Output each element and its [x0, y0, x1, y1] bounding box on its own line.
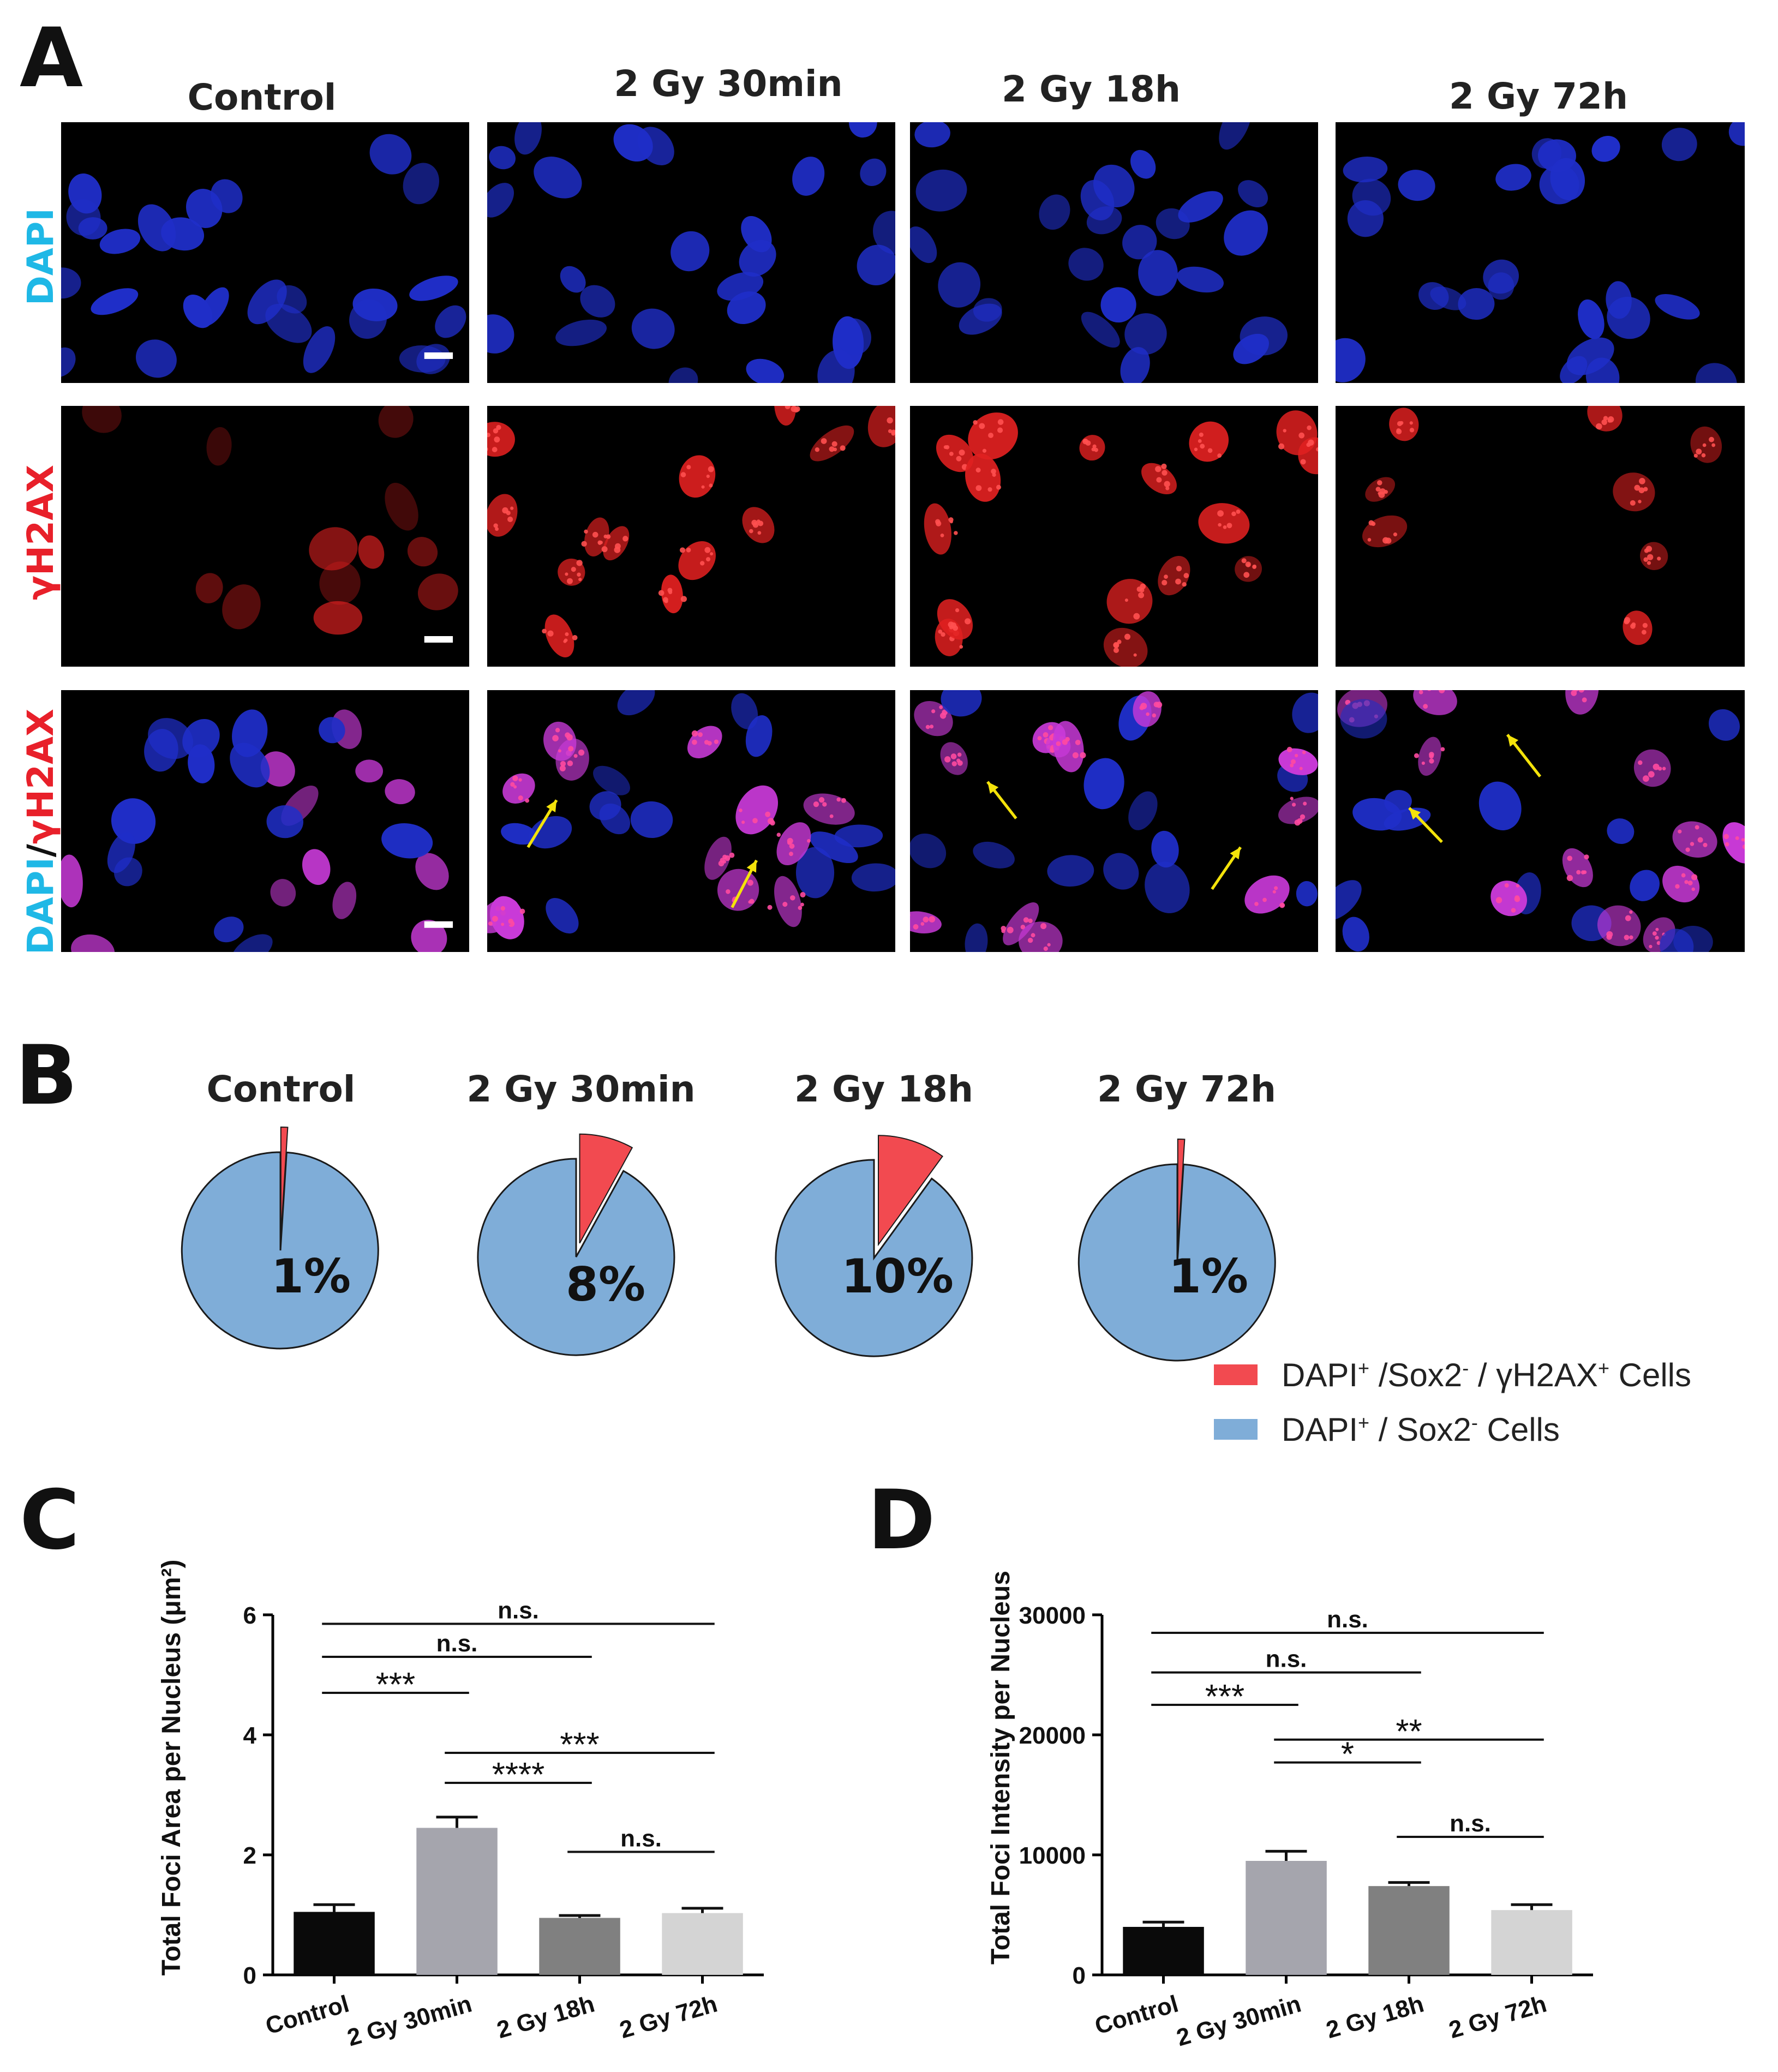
significance-label: n.s. [620, 1825, 662, 1852]
y-tick-label: 2 [243, 1842, 256, 1869]
x-tick-label: 2 Gy 30min [344, 1991, 475, 2052]
legend-item-positive: DAPI+ /Sox2- / γH2AX+ Cells [1214, 1348, 1691, 1402]
pie-slice-positive [280, 1126, 289, 1237]
significance-label: *** [560, 1726, 599, 1764]
y-axis-label: Total Foci Intensity per Nucleus [986, 1571, 1015, 1965]
legend-label-positive: DAPI+ /Sox2- / γH2AX+ Cells [1282, 1356, 1691, 1393]
legend-label-total: DAPI+ / Sox2- Cells [1282, 1411, 1560, 1448]
pie-slice-positive [1177, 1138, 1186, 1249]
y-axis-label: Total Foci Area per Nucleus (μm²) [157, 1560, 186, 1976]
significance-label: ** [1396, 1713, 1422, 1751]
significance-label: n.s. [1327, 1606, 1368, 1633]
pie-charts [181, 1126, 1276, 1362]
x-tick-label: 2 Gy 18h [494, 1991, 597, 2044]
pie-slice-total [775, 1159, 973, 1357]
micrograph-r1-c2 [487, 122, 895, 383]
pie-percent-18h: 10% [841, 1249, 954, 1304]
pie-percent-72h: 1% [1168, 1249, 1248, 1304]
row-label-part: / [20, 844, 62, 858]
significance-label: n.s. [436, 1630, 478, 1657]
row-label-part: DAPI [20, 208, 62, 306]
y-tick-label: 0 [1073, 1962, 1086, 1989]
pie-percent-control: 1% [271, 1249, 351, 1304]
y-tick-label: 10000 [1019, 1842, 1086, 1869]
panel-letter-d: D [867, 1473, 936, 1568]
significance-label: * [1341, 1736, 1354, 1774]
micrograph-r1-c1 [61, 122, 469, 383]
legend-swatch-red [1214, 1364, 1258, 1385]
panel-letter-c: C [20, 1473, 80, 1568]
panel-letter-a: A [20, 11, 83, 106]
row-label-part: γH2AX [20, 464, 62, 600]
x-tick-label: 2 Gy 30min [1174, 1991, 1304, 2052]
y-tick-label: 0 [243, 1962, 256, 1989]
bar [1491, 1910, 1572, 1975]
pie-title-72h: 2 Gy 72h [1097, 1068, 1276, 1110]
pie-slice-positive [579, 1133, 633, 1244]
pie-slice-total [1077, 1163, 1276, 1362]
row-label-part: DAPI [20, 857, 62, 955]
micrograph-r1-c4 [1336, 122, 1745, 383]
micrograph-r3-c3 [910, 690, 1318, 952]
bar [1246, 1861, 1327, 1975]
x-tick-label: 2 Gy 72h [1446, 1991, 1549, 2044]
bar [1368, 1886, 1450, 1975]
pie-slice-positive [878, 1135, 943, 1247]
pie-slice-total [181, 1151, 379, 1350]
bar [539, 1918, 620, 1975]
micrograph-r2-c4 [1336, 406, 1745, 667]
significance-label: **** [492, 1756, 545, 1794]
row-label-merge: DAPI/γH2AX [20, 709, 62, 955]
micrograph-r3-c2 [487, 690, 895, 952]
micrograph-r2-c3 [910, 406, 1318, 667]
pie-percent-30min: 8% [565, 1257, 645, 1312]
legend-swatch-blue [1214, 1419, 1258, 1440]
row-label-h2ax: γH2AX [20, 465, 62, 600]
x-tick-label: Control [1092, 1991, 1181, 2040]
column-header-72h: 2 Gy 72h [1449, 75, 1628, 117]
y-tick-label: 30000 [1019, 1602, 1086, 1629]
x-tick-label: 2 Gy 18h [1323, 1991, 1427, 2044]
y-tick-label: 4 [243, 1722, 257, 1749]
micrograph-r1-c3 [910, 122, 1318, 383]
pie-legend: DAPI+ /Sox2- / γH2AX+ Cells DAPI+ / Sox2… [1214, 1348, 1691, 1457]
significance-label: n.s. [1266, 1646, 1307, 1673]
bar-chart-foci-area: 0 2 4 6 Total Foci Area per Nucleus (μm²) Con… [157, 1560, 764, 2052]
significance-label: n.s. [1450, 1810, 1491, 1837]
legend-item-total: DAPI+ / Sox2- Cells [1214, 1402, 1691, 1457]
row-label-dapi: DAPI [20, 208, 62, 306]
micrograph-r3-c4 [1336, 690, 1745, 952]
column-header-18h: 2 Gy 18h [1002, 68, 1181, 110]
bar [294, 1912, 375, 1975]
pie-title-control: Control [206, 1068, 356, 1110]
bar [1123, 1927, 1204, 1975]
pie-slice-total [477, 1158, 675, 1356]
row-label-part: γH2AX [20, 709, 62, 845]
micrograph-r2-c1 [61, 406, 469, 667]
pie-title-18h: 2 Gy 18h [794, 1068, 973, 1110]
significance-label: *** [376, 1666, 415, 1704]
x-tick-label: 2 Gy 72h [616, 1991, 720, 2044]
bar [416, 1828, 498, 1975]
significance-label: n.s. [498, 1597, 539, 1624]
micrograph-r2-c2 [487, 406, 895, 667]
pie-title-30min: 2 Gy 30min [466, 1068, 696, 1110]
micrograph-r3-c1 [61, 690, 469, 952]
y-tick-label: 6 [243, 1602, 256, 1629]
x-tick-label: Control [262, 1991, 352, 2040]
bar [662, 1913, 743, 1975]
column-header-control: Control [187, 76, 337, 118]
significance-label: *** [1205, 1678, 1244, 1716]
column-header-30min: 2 Gy 30min [614, 63, 843, 105]
panel-letter-b: B [15, 1028, 78, 1123]
y-tick-label: 20000 [1019, 1722, 1086, 1749]
